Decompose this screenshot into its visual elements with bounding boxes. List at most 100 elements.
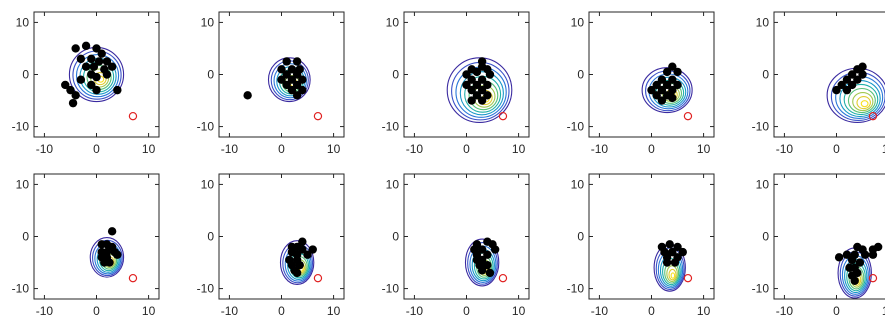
y-tick-label: -10 bbox=[752, 120, 770, 134]
subplot-10: -10 0 10 -10 0 10 bbox=[752, 173, 885, 318]
sample-point bbox=[467, 75, 476, 84]
sample-point bbox=[81, 41, 91, 51]
y-tick-label: -10 bbox=[197, 120, 215, 134]
y-tick-label: 0 bbox=[392, 68, 399, 82]
sample-point bbox=[855, 258, 865, 267]
target-marker bbox=[498, 111, 508, 121]
contour-level-7 bbox=[852, 92, 874, 112]
sample-point bbox=[292, 91, 302, 100]
sample-point bbox=[477, 85, 487, 95]
subplot-6: -10 0 10 -10 0 10 bbox=[12, 173, 160, 318]
sample-point bbox=[477, 266, 487, 275]
axes-box bbox=[588, 173, 715, 300]
sample-point bbox=[853, 75, 862, 84]
sample-point bbox=[483, 80, 492, 90]
contour-level-2 bbox=[467, 242, 498, 285]
sample-point bbox=[850, 276, 859, 285]
sample-point bbox=[652, 91, 661, 100]
sample-point bbox=[847, 255, 857, 265]
sample-point bbox=[858, 70, 867, 79]
sample-point bbox=[287, 65, 297, 74]
target-marker bbox=[868, 111, 878, 121]
y-tick-label: 10 bbox=[756, 15, 770, 29]
target-marker bbox=[128, 273, 138, 283]
x-tick-label: -10 bbox=[221, 142, 239, 156]
sample-point bbox=[477, 96, 487, 105]
sample-point bbox=[472, 80, 482, 90]
x-tick-label: 0 bbox=[833, 304, 840, 318]
y-tick-label: 10 bbox=[571, 15, 585, 29]
x-tick-label: 0 bbox=[93, 304, 100, 318]
subplot-9: -10 0 10 -10 0 10 bbox=[567, 173, 715, 318]
sample-point bbox=[668, 93, 677, 103]
sample-point bbox=[485, 268, 495, 278]
sample-point bbox=[837, 80, 846, 90]
y-tick-label: -10 bbox=[12, 282, 30, 296]
x-tick-label: -10 bbox=[591, 142, 609, 156]
plot-area bbox=[834, 242, 883, 299]
y-tick-label: 10 bbox=[201, 15, 215, 29]
sample-point bbox=[113, 85, 122, 95]
sample-point bbox=[61, 80, 70, 90]
sample-point bbox=[298, 237, 307, 246]
contour-level-5 bbox=[843, 83, 879, 116]
plot-area bbox=[279, 237, 323, 285]
x-tick-label: 0 bbox=[833, 142, 840, 156]
sample-point bbox=[87, 54, 96, 64]
x-tick-label: 0 bbox=[463, 142, 470, 156]
sample-point bbox=[292, 80, 302, 90]
contour-level-5 bbox=[662, 258, 681, 286]
sample-point bbox=[652, 80, 661, 90]
x-tick-label: 10 bbox=[697, 304, 711, 318]
y-tick-label: -10 bbox=[567, 120, 585, 134]
x-tick-label: -10 bbox=[776, 304, 794, 318]
target-marker bbox=[683, 111, 693, 121]
x-tick-label: 10 bbox=[512, 142, 526, 156]
x-tick-label: 10 bbox=[882, 142, 885, 156]
sample-point bbox=[657, 85, 667, 95]
sample-point bbox=[92, 72, 101, 82]
sample-point bbox=[873, 242, 883, 252]
sample-point bbox=[477, 75, 487, 84]
x-tick-label: 10 bbox=[142, 142, 156, 156]
y-tick-label: -10 bbox=[382, 120, 400, 134]
x-tick-label: -10 bbox=[776, 142, 794, 156]
sample-point bbox=[102, 70, 112, 79]
x-tick-label: -10 bbox=[36, 304, 54, 318]
sample-point bbox=[282, 57, 291, 66]
sample-point bbox=[490, 245, 500, 254]
sample-point bbox=[832, 85, 841, 95]
sample-point bbox=[467, 85, 476, 95]
sample-point bbox=[282, 70, 291, 79]
x-tick-label: -10 bbox=[406, 142, 424, 156]
x-tick-label: -10 bbox=[221, 304, 239, 318]
sample-point bbox=[298, 85, 307, 95]
y-tick-label: -10 bbox=[197, 282, 215, 296]
sample-point bbox=[87, 80, 96, 90]
plot-area bbox=[826, 62, 885, 123]
target-marker bbox=[128, 111, 138, 121]
x-tick-label: 10 bbox=[327, 304, 341, 318]
x-tick-label: 10 bbox=[512, 304, 526, 318]
sample-point bbox=[657, 75, 667, 84]
x-tick-label: 0 bbox=[278, 142, 285, 156]
sample-point bbox=[105, 258, 114, 267]
contour-level-8 bbox=[856, 96, 871, 110]
plot-area bbox=[89, 227, 138, 283]
sample-point bbox=[668, 85, 677, 95]
sample-point bbox=[668, 75, 677, 84]
x-tick-label: 10 bbox=[697, 142, 711, 156]
target-marker bbox=[313, 111, 323, 121]
y-tick-label: 0 bbox=[207, 230, 214, 244]
sample-point bbox=[92, 85, 101, 95]
subplot-7: -10 0 10 -10 0 10 bbox=[197, 173, 345, 318]
sample-point bbox=[292, 57, 302, 66]
sample-point bbox=[298, 245, 307, 254]
sample-point bbox=[287, 75, 297, 84]
sample-point bbox=[662, 258, 672, 267]
contour-level-8 bbox=[668, 268, 677, 281]
sample-point bbox=[107, 62, 117, 71]
sample-point bbox=[295, 260, 304, 270]
sample-point bbox=[68, 98, 78, 108]
sample-point bbox=[847, 80, 857, 90]
